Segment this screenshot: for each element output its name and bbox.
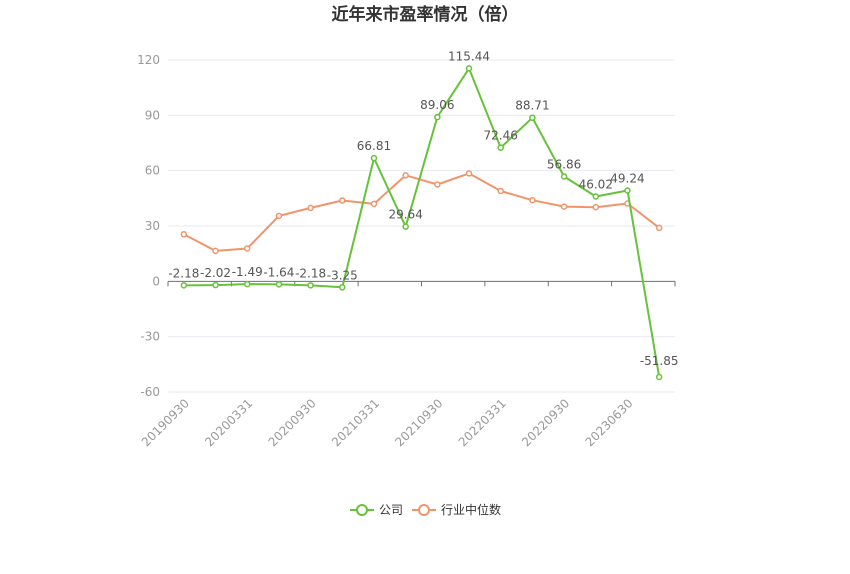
x-tick-label: 20210331 bbox=[329, 396, 382, 449]
data-point[interactable] bbox=[465, 65, 473, 72]
data-point[interactable] bbox=[275, 212, 283, 220]
chart-title: 近年来市盈率情况（倍） bbox=[332, 4, 519, 25]
legend-label: 公司 bbox=[379, 503, 403, 517]
data-point[interactable] bbox=[402, 172, 409, 179]
legend-label: 行业中位数 bbox=[441, 502, 501, 517]
data-point[interactable] bbox=[655, 224, 663, 232]
legend-item[interactable]: 行业中位数 bbox=[412, 502, 501, 517]
data-point[interactable] bbox=[434, 181, 441, 188]
data-label: 29.64 bbox=[388, 208, 422, 222]
x-tick-label: 20230630 bbox=[583, 396, 636, 449]
data-point[interactable] bbox=[180, 231, 188, 238]
data-label: -1.64 bbox=[263, 265, 294, 279]
legend-marker-icon bbox=[356, 504, 368, 516]
y-tick-label: 120 bbox=[137, 53, 160, 67]
data-point[interactable] bbox=[212, 281, 219, 289]
x-tick-label: 20200331 bbox=[202, 396, 255, 449]
data-label: -2.02 bbox=[200, 266, 231, 280]
data-point[interactable] bbox=[370, 200, 378, 208]
y-axis: 120 90 60 30 0 -30 -60 bbox=[137, 53, 160, 399]
data-point[interactable] bbox=[307, 282, 314, 289]
data-label: 66.81 bbox=[357, 139, 391, 153]
data-label: 89.06 bbox=[420, 98, 454, 112]
data-point[interactable] bbox=[624, 187, 631, 194]
data-point[interactable] bbox=[497, 144, 504, 151]
data-point[interactable] bbox=[180, 282, 188, 289]
series-line bbox=[183, 67, 661, 378]
legend-marker-icon bbox=[418, 504, 430, 516]
data-label: 49.24 bbox=[610, 172, 644, 186]
legend-item[interactable]: 公司 bbox=[350, 503, 403, 517]
x-tick-label: 20220331 bbox=[456, 396, 509, 449]
x-tick-label: 20210930 bbox=[392, 396, 445, 449]
data-point[interactable] bbox=[402, 223, 409, 230]
data-point[interactable] bbox=[243, 245, 251, 252]
x-tick-label: 20200930 bbox=[266, 396, 319, 449]
y-tick-label: -60 bbox=[140, 385, 160, 399]
y-tick-label: 0 bbox=[152, 274, 160, 288]
data-label: 72.46 bbox=[484, 129, 518, 143]
y-tick-label: 90 bbox=[145, 108, 160, 122]
x-axis: 20190930 20200331 20200930 20210331 20210930… bbox=[139, 280, 676, 449]
data-point[interactable] bbox=[529, 114, 536, 121]
y-tick-label: 60 bbox=[145, 164, 160, 178]
data-point[interactable] bbox=[560, 173, 568, 180]
y-tick-label: -30 bbox=[140, 330, 160, 344]
data-label: -3.25 bbox=[327, 268, 358, 282]
data-point[interactable] bbox=[465, 170, 473, 177]
data-label: 88.71 bbox=[515, 99, 549, 113]
data-point[interactable] bbox=[212, 247, 219, 255]
series-layer: -2.18 -2.02 -1.49 -1.64 -2.18 -3.2566.8129.64… bbox=[168, 49, 679, 381]
data-label: -51.85 bbox=[640, 354, 679, 368]
x-tick-label: 20220930 bbox=[519, 396, 572, 449]
data-point[interactable] bbox=[560, 203, 568, 210]
series-1 bbox=[180, 170, 663, 255]
data-point[interactable] bbox=[243, 280, 251, 288]
data-point[interactable] bbox=[370, 154, 378, 162]
series-0: -2.18 -2.02 -1.49 -1.64 -2.18 -3.2566.8129.64… bbox=[168, 49, 679, 381]
data-point[interactable] bbox=[307, 204, 314, 212]
data-point[interactable] bbox=[275, 281, 283, 288]
y-tick-label: 30 bbox=[145, 219, 160, 233]
data-label: 46.02 bbox=[579, 177, 613, 191]
data-point[interactable] bbox=[592, 193, 600, 200]
data-point[interactable] bbox=[529, 196, 536, 204]
data-label: -2.18 bbox=[168, 266, 199, 280]
series-line bbox=[183, 172, 660, 252]
data-point[interactable] bbox=[339, 197, 346, 204]
data-label: 115.44 bbox=[448, 49, 490, 63]
data-point[interactable] bbox=[339, 284, 346, 291]
data-point[interactable] bbox=[592, 203, 600, 211]
data-label: -2.18 bbox=[295, 266, 326, 280]
legend[interactable]: 公司 行业中位数 bbox=[350, 502, 501, 517]
data-label: -1.49 bbox=[232, 265, 263, 279]
data-point[interactable] bbox=[497, 187, 504, 195]
data-point[interactable] bbox=[434, 113, 441, 121]
data-label: 56.86 bbox=[547, 157, 581, 171]
x-tick-label: 20190930 bbox=[139, 396, 192, 449]
data-point[interactable] bbox=[655, 373, 663, 381]
